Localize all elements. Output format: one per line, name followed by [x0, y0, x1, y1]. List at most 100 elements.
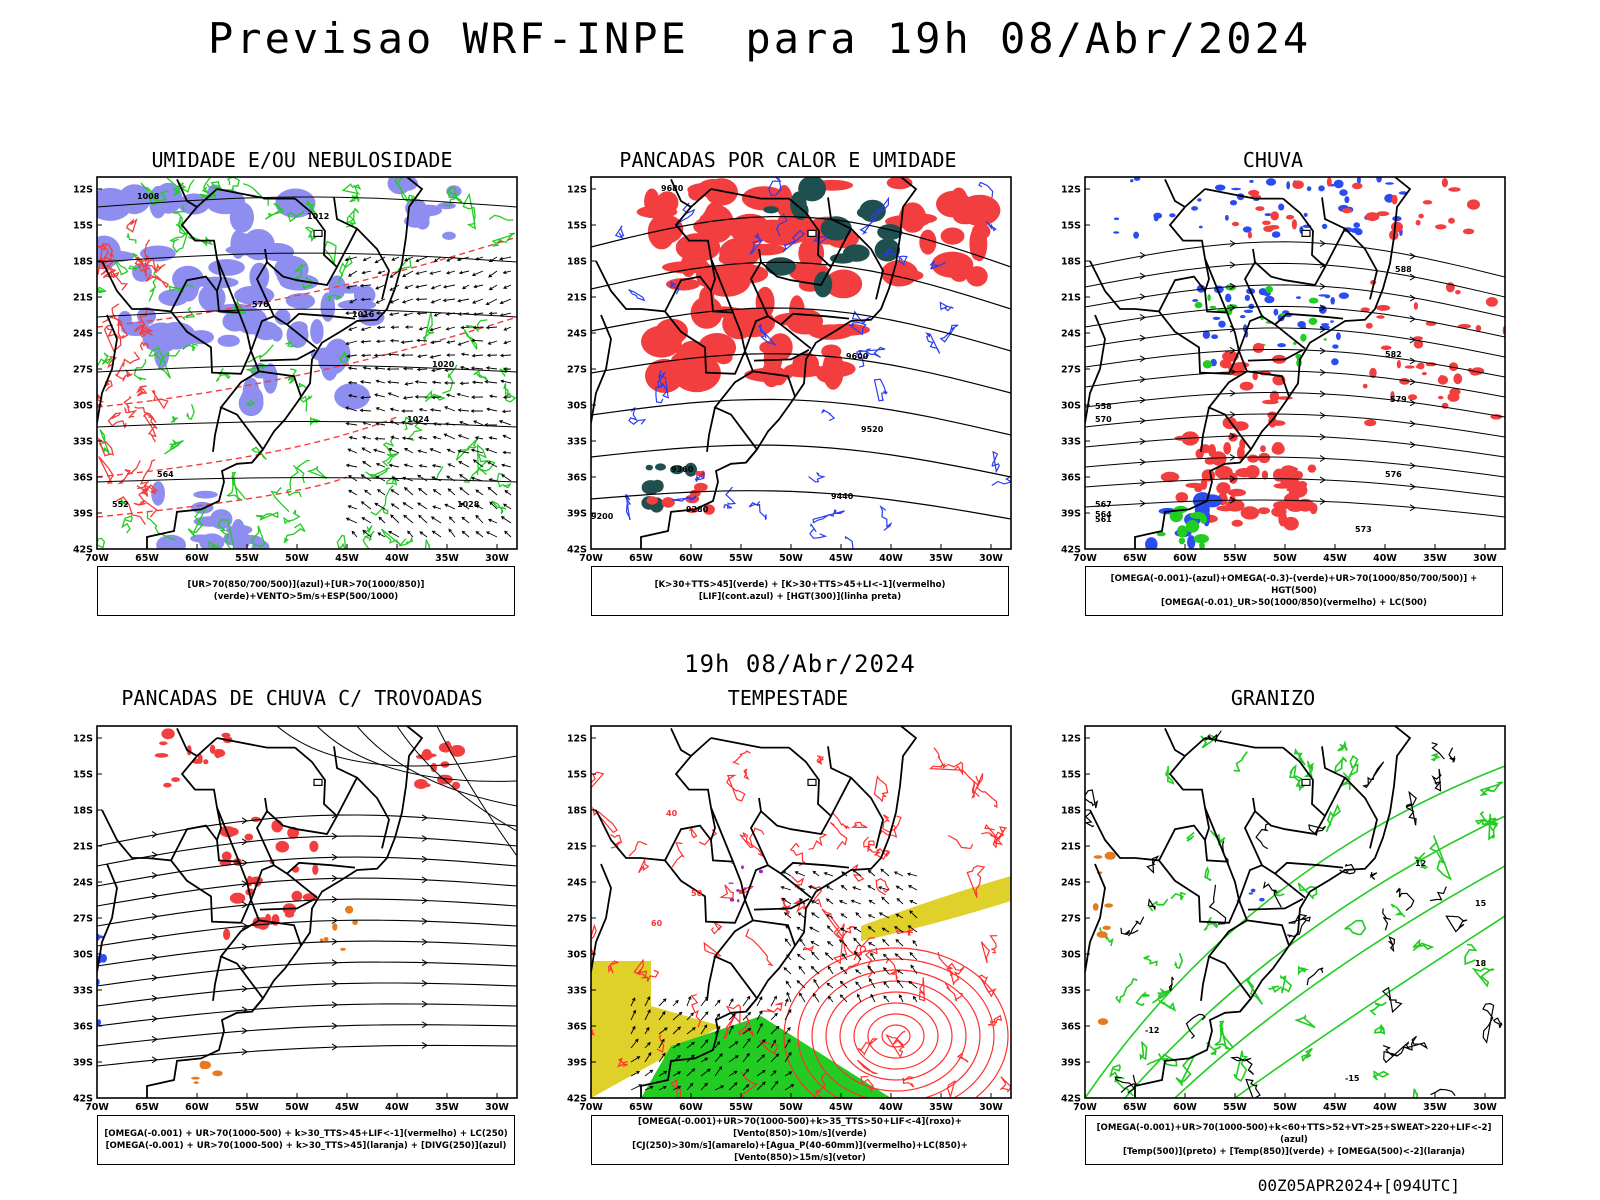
lat-tick-label: 12S [567, 185, 587, 196]
streamline-arrow [1409, 357, 1416, 365]
red-water-contour [808, 832, 828, 850]
blue-omega-area [1244, 294, 1251, 301]
wind-vectors-group [780, 868, 918, 1003]
red-rain-area [1364, 419, 1377, 427]
red-thickness-contour [140, 326, 154, 338]
lon-tick-label: 70W [1073, 1102, 1097, 1113]
red-water-contour [831, 812, 850, 830]
wind-vector [457, 408, 470, 412]
wind-vector [756, 1054, 766, 1063]
lat-tick-label: 36S [73, 1022, 93, 1033]
blue-lif-contour [848, 321, 867, 336]
wind-vector [840, 966, 848, 975]
blue-lif-contour [820, 409, 836, 422]
red-thunder-area [161, 728, 175, 740]
green-temp850-contour [1372, 1070, 1390, 1081]
streamline [1085, 456, 1505, 478]
wind-vector [906, 872, 918, 877]
blue-lif-contour [758, 323, 777, 346]
green-humidity-contour [226, 471, 244, 501]
blue-omega-area [1212, 316, 1221, 320]
wind-vector [658, 1038, 665, 1049]
red-rain-area [1240, 506, 1260, 520]
wind-vector [444, 503, 456, 510]
streamline-arrow [151, 1015, 158, 1023]
streamline-arrow [151, 912, 158, 920]
green-temp850-contour [1414, 852, 1428, 870]
black-temp500-contour [1404, 1035, 1429, 1051]
wind-vector [362, 460, 372, 468]
red-thickness-contour [115, 351, 141, 377]
green-temp850-contour [1430, 752, 1441, 762]
lat-tick-label: 18S [73, 806, 93, 817]
lat-tick-label: 30S [567, 950, 587, 961]
lat-tick-label: 27S [1061, 914, 1081, 925]
wind-vector [894, 926, 904, 933]
wind-vector [378, 516, 386, 524]
streamline [1085, 284, 1505, 318]
orange-omega-area-group [1092, 851, 1116, 1025]
streamline-arrow [1229, 389, 1236, 397]
red-rain-area [1391, 194, 1398, 205]
black-temp500-contour [1120, 927, 1139, 936]
green-temp-band-group [1085, 765, 1505, 1098]
lat-tick-label: 30S [567, 401, 587, 412]
lat-tick-label: 15S [73, 221, 93, 232]
blue-omega-area [1225, 214, 1229, 221]
green-temp850-contour [1135, 991, 1150, 1007]
red-rain-area [1413, 336, 1423, 341]
wind-vector [686, 1012, 694, 1021]
red-convection-area [894, 269, 924, 282]
lat-tick-label: 21S [73, 842, 93, 853]
wind-vector [825, 898, 834, 905]
red-rain-area [1216, 482, 1231, 495]
panel-title-trovoadas: PANCADAS DE CHUVA C/ TROVOADAS [121, 686, 483, 710]
wind-vector [429, 270, 442, 275]
wind-vector [895, 913, 904, 919]
streamline-arrow [331, 938, 338, 946]
country-borders [1085, 728, 1378, 1013]
wind-vector [499, 353, 512, 358]
lon-tick-label: 40W [879, 553, 903, 564]
red-rain-area [1247, 231, 1252, 239]
contour-label: 50 [691, 889, 703, 898]
lat-tick-label: 42S [73, 545, 93, 556]
wind-vector [374, 256, 386, 264]
green-humidity-contour [121, 515, 133, 534]
wind-vector [401, 436, 414, 440]
red-rain-area [1415, 365, 1422, 369]
lon-tick-label: 50W [1273, 553, 1297, 564]
green-temp850-contour [1369, 1001, 1387, 1016]
wind-vector [797, 912, 806, 919]
red-rain-area [1227, 488, 1246, 497]
wind-vector [484, 423, 498, 427]
green-humidity-contour [397, 256, 412, 272]
wind-vector [809, 926, 820, 933]
red-rain-area [1422, 372, 1427, 376]
wind-vector [474, 436, 484, 440]
map-umidade: 1008 1012 1016 1020 1024 1028 576 564 552 12S 15S 1… [73, 176, 518, 564]
streamline [97, 961, 517, 996]
green-temp850-contour [1158, 999, 1177, 1012]
red-convection-area [822, 350, 844, 390]
green-temp850-contour [1233, 751, 1248, 772]
wind-vector [360, 474, 372, 482]
wind-vector [484, 379, 498, 384]
cyclone-contour [853, 1002, 939, 1070]
green-humidity-contour [170, 415, 178, 424]
wind-vector [375, 407, 386, 412]
wind-vector [742, 1011, 752, 1021]
green-temp850-contour [1373, 1024, 1386, 1035]
lat-tick-label: 24S [73, 878, 93, 889]
red-rain-area [1376, 304, 1391, 311]
lon-tick-label: 65W [629, 553, 653, 564]
red-water-contour [738, 832, 754, 849]
red-rain-area [1441, 178, 1448, 188]
streamline-arrow [1319, 455, 1326, 462]
map-frame-0 [96, 176, 518, 550]
green-omega-area [1194, 301, 1203, 309]
wind-vector [503, 340, 512, 345]
wind-vector [444, 406, 456, 412]
lon-tick-label: 70W [579, 1102, 603, 1113]
map-frame-1 [590, 176, 1012, 550]
